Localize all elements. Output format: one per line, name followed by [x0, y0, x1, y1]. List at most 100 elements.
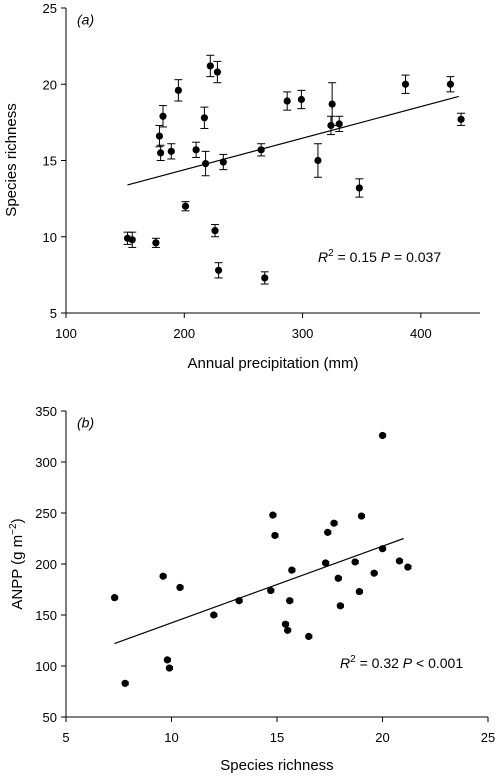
trend-line	[127, 95, 459, 186]
data-point	[211, 224, 220, 238]
point-marker	[335, 120, 343, 128]
r2-label: R	[318, 249, 328, 265]
point-marker	[206, 62, 214, 70]
point-marker	[283, 97, 291, 105]
y-tick-label: 15	[43, 154, 57, 169]
x-tick-label: 400	[410, 326, 432, 341]
data-point	[324, 528, 332, 536]
panel-b-chart: 50 100 150 200 250 300 350 5 10 15 20 25 Species ric…	[8, 404, 495, 774]
point-marker	[174, 86, 182, 94]
stats-annotation: R2 = 0.32 P < 0.001	[340, 654, 463, 671]
data-point	[271, 531, 279, 540]
point-marker	[336, 602, 344, 610]
data-point	[283, 91, 292, 111]
point-marker	[357, 512, 365, 520]
data-point	[163, 656, 171, 664]
point-marker	[200, 114, 208, 122]
data-point	[201, 150, 210, 177]
x-tick-label: 100	[55, 326, 77, 341]
x-tick-label: 200	[173, 326, 195, 341]
data-point	[159, 572, 167, 580]
x-tick-label: 25	[481, 730, 495, 745]
point-marker	[181, 202, 190, 210]
point-marker	[283, 626, 292, 634]
data-point	[210, 611, 218, 619]
data-point	[401, 74, 410, 94]
p-label: P	[381, 249, 391, 265]
data-point	[156, 144, 165, 161]
data-point	[357, 512, 366, 520]
point-marker	[165, 664, 173, 672]
data-point	[395, 557, 404, 565]
point-marker	[355, 184, 363, 192]
x-tick-label: 10	[164, 730, 178, 745]
data-point	[297, 89, 306, 110]
point-marker	[235, 597, 243, 605]
data-point	[206, 54, 215, 78]
x-axis-label: Annual precipitation (mm)	[188, 355, 359, 372]
data-point	[446, 76, 455, 93]
point-marker	[370, 569, 378, 577]
data-point	[355, 587, 363, 596]
data-point	[336, 602, 344, 610]
y-tick-label: 100	[35, 659, 57, 674]
y-tick-label: 5	[50, 306, 57, 321]
x-tick-label: 5	[62, 730, 69, 745]
r2-superscript: 2	[328, 248, 334, 259]
y-tick-label: 50	[43, 710, 57, 725]
point-marker	[261, 274, 269, 282]
point-marker	[378, 545, 387, 553]
data-point	[330, 519, 338, 527]
data-point	[219, 153, 228, 171]
data-point	[288, 566, 296, 574]
data-point	[121, 679, 129, 687]
data-point	[260, 271, 269, 285]
y-axis-label: Species richness	[3, 103, 20, 216]
point-marker	[219, 158, 227, 166]
data-point	[257, 143, 266, 157]
panel-a-chart: 5 10 15 20 25 100 200 300 400 Annual precipitatio…	[3, 1, 480, 372]
x-tick-label: 300	[292, 326, 314, 341]
point-marker	[457, 115, 465, 123]
stats-annotation: R2 = 0.15 P = 0.037	[318, 248, 441, 265]
point-marker	[267, 586, 275, 595]
data-point	[281, 620, 290, 628]
point-marker	[110, 594, 119, 602]
point-marker	[257, 146, 265, 154]
point-marker	[271, 531, 279, 540]
y-tick-label: 250	[35, 506, 57, 521]
data-point	[269, 511, 277, 519]
point-marker	[214, 266, 223, 274]
data-point	[378, 431, 387, 440]
data-point	[128, 231, 137, 248]
data-point	[181, 201, 190, 212]
point-marker	[314, 156, 322, 165]
data-point	[355, 178, 364, 198]
data-point	[174, 79, 183, 102]
point-marker	[167, 147, 175, 155]
point-marker	[211, 227, 219, 235]
point-marker	[201, 159, 210, 168]
point-marker	[155, 132, 164, 140]
data-point	[404, 563, 412, 571]
data-point	[167, 143, 176, 160]
point-marker	[128, 236, 136, 244]
y-tick-label: 25	[43, 1, 57, 16]
data-point	[267, 586, 275, 595]
data-point	[200, 106, 209, 129]
point-marker	[297, 95, 305, 104]
data-point	[305, 632, 313, 641]
x-tick-label: 20	[375, 730, 389, 745]
data-point	[457, 112, 466, 126]
y-tick-label: 200	[35, 557, 57, 572]
r2-value: = 0.15	[334, 249, 381, 265]
point-marker	[395, 557, 403, 565]
point-marker	[210, 611, 218, 619]
point-marker	[355, 587, 363, 596]
point-marker	[157, 149, 165, 157]
p-label: P	[403, 655, 413, 671]
point-marker	[321, 559, 330, 567]
point-marker	[176, 583, 184, 592]
point-marker	[305, 632, 313, 641]
